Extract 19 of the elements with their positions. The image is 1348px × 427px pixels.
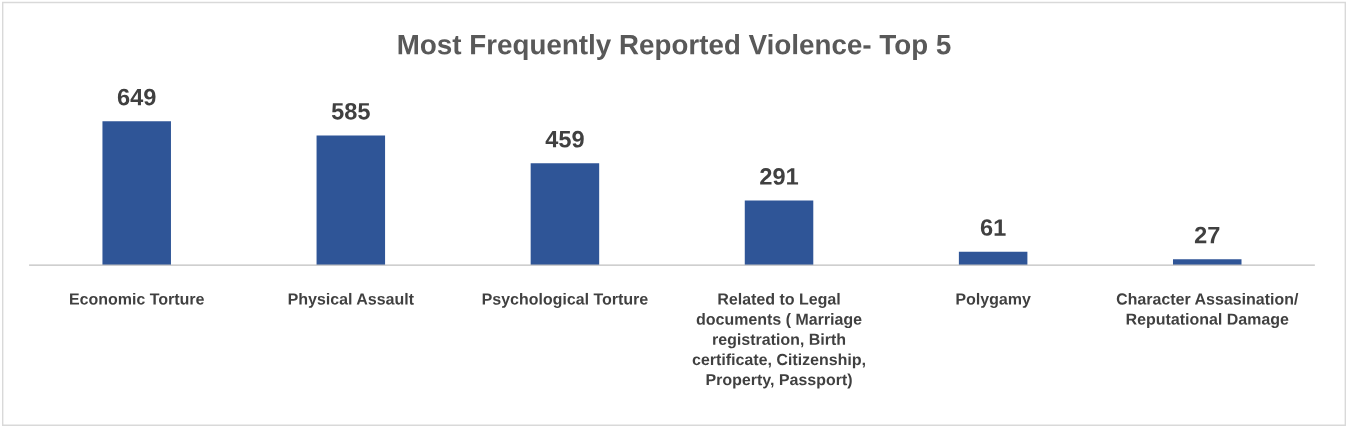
data-label: 649	[117, 88, 156, 106]
bar	[102, 121, 171, 266]
bar	[744, 200, 814, 266]
data-label: 585	[331, 102, 370, 120]
data-label: 291	[760, 168, 799, 185]
x-tick-label: Related to Legal documents ( Marriage registration, Birth certificate, Citizenship, Property, Passport)	[692, 292, 865, 389]
x-tick-label: Economic Torture	[70, 292, 204, 305]
data-label: 27	[1194, 226, 1220, 244]
x-tick-label: Psychological Torture	[482, 292, 648, 308]
bar	[1172, 259, 1242, 266]
bar	[958, 251, 1028, 266]
chart-title: Most Frequently Reported Violence- Top 5	[398, 34, 951, 60]
data-label: 61	[980, 219, 1006, 236]
bar	[316, 135, 386, 266]
x-tick-label: Character Assasination/ Reputational Damage	[1116, 292, 1299, 328]
x-tick-label: Physical Assault	[288, 292, 414, 308]
x-tick-label: Polygamy	[956, 292, 1031, 308]
data-label: 459	[545, 130, 584, 148]
bar	[530, 163, 600, 266]
